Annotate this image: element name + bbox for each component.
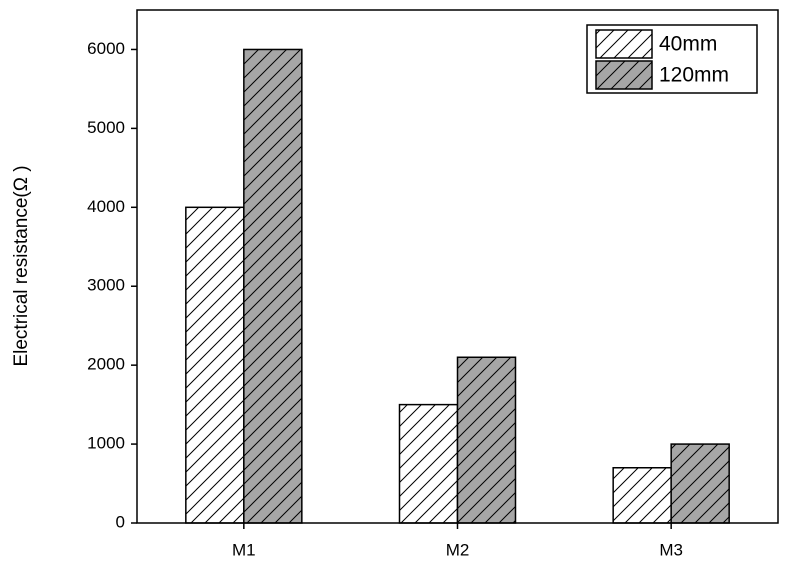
x-tick-label: M1	[232, 540, 256, 559]
bar	[185, 206, 245, 524]
y-axis-title: Electrical resistance(Ω )	[11, 165, 32, 366]
x-tick-label: M2	[446, 540, 470, 559]
bar	[670, 443, 730, 524]
legend-label: 120mm	[659, 64, 729, 87]
bar	[456, 356, 517, 524]
y-tick-label: 4000	[87, 197, 125, 216]
plot-frame	[136, 9, 779, 524]
legend-swatch	[595, 60, 653, 90]
y-tick-label: 2000	[87, 355, 125, 374]
legend-swatch	[595, 29, 653, 59]
y-tick-label: 5000	[87, 118, 125, 137]
x-tick-label: M3	[659, 540, 683, 559]
legend-label: 40mm	[659, 33, 717, 56]
y-tick-label: 6000	[87, 39, 125, 58]
y-tick-label: 0	[116, 512, 125, 531]
bar	[398, 403, 459, 524]
y-tick-label: 1000	[87, 434, 125, 453]
y-tick-label: 3000	[87, 276, 125, 295]
bar	[612, 467, 672, 524]
bar	[243, 48, 303, 524]
